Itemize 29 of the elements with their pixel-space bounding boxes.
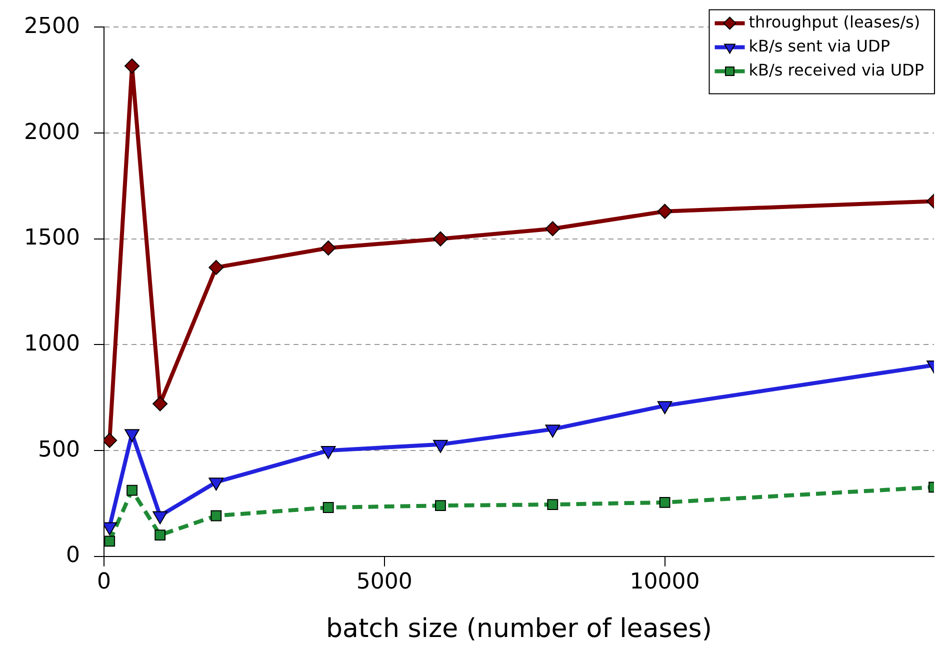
point [659, 496, 670, 508]
legend-label: kB/s sent via UDP [748, 36, 890, 56]
point [210, 510, 222, 522]
point [320, 240, 336, 256]
point [547, 499, 558, 510]
point [208, 260, 224, 275]
point [322, 502, 334, 513]
point [154, 530, 166, 540]
point [104, 536, 116, 547]
x-tick-label: 5000 [356, 569, 412, 594]
x-tick-label: 10000 [630, 569, 700, 594]
y-tick-label: 1500 [24, 226, 80, 251]
point [432, 231, 448, 246]
y-tick-label: 500 [38, 437, 80, 462]
point [435, 500, 446, 512]
y-tick-label: 2000 [24, 120, 80, 145]
legend-label: throughput (leases/s) [748, 12, 920, 32]
point [545, 221, 560, 236]
y-tick-label: 0 [66, 543, 80, 568]
y-tick-label: 1000 [24, 331, 80, 356]
point [124, 58, 140, 74]
point [657, 204, 672, 219]
legend-label: kB/s received via UDP [748, 60, 924, 80]
point [152, 396, 168, 412]
point [104, 432, 118, 448]
y-tick-label: 2500 [24, 14, 80, 39]
point [126, 484, 138, 496]
x-axis-title: batch size (number of leases) [326, 614, 712, 644]
x-tick-label: 0 [96, 569, 111, 594]
